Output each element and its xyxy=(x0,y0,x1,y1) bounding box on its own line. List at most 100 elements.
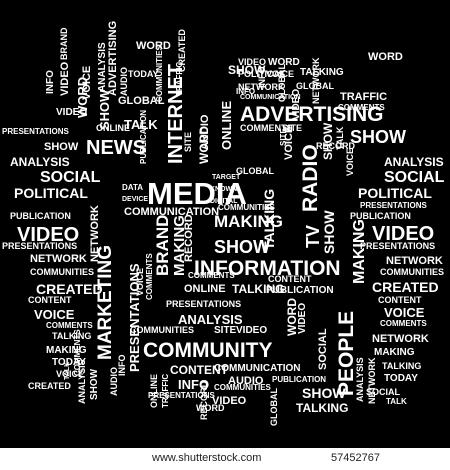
word-global-top: GLOBAL xyxy=(118,95,165,107)
word-talking-right: TALKING xyxy=(382,361,422,371)
word-presentations-right: PRESENTATIONS xyxy=(360,241,436,251)
word-presentations-r2: PRESENTATIONS xyxy=(360,201,427,210)
word-voice-v4: VOICE xyxy=(135,267,145,296)
word-talk-v: TALK xyxy=(335,126,345,150)
word-global-mid: GLOBAL xyxy=(236,166,274,176)
word-global-topright: GLOBAL xyxy=(296,81,334,91)
word-communities-mid2: COMMUNITIES xyxy=(218,203,275,212)
word-presentations-left2: PRESENTATIONS xyxy=(2,241,78,251)
word-created-left2: CREATED xyxy=(28,381,71,391)
word-talking-left: TALKING xyxy=(52,331,92,341)
word-social-low: SOCIAL xyxy=(366,387,401,397)
word-making-left: MAKING xyxy=(46,345,87,356)
word-talk-low: TALK xyxy=(386,397,407,406)
word-record-v: RECORD xyxy=(183,214,195,262)
word-info-v3: INFO xyxy=(117,354,127,377)
word-analysis-v: ANALYSIS xyxy=(97,42,108,92)
word-analysis-left: ANALYSIS xyxy=(10,155,70,169)
word-comments-topright: COMMENTS xyxy=(338,103,385,112)
word-site-v: SITE xyxy=(183,131,193,152)
word-known-mid: KNOWN xyxy=(210,186,238,193)
word-talk-top: TALK xyxy=(124,117,158,132)
word-comments-right: COMMENTS xyxy=(380,319,427,328)
word-video-right: VIDEO xyxy=(372,223,435,245)
word-cloud: MEDIA INFORMATION COMMUNITY ADVERTISING … xyxy=(2,20,445,426)
word-device-mid: DEVICE xyxy=(122,196,149,203)
word-advertising-v: ADVERTISING xyxy=(107,20,119,96)
word-communities-left: COMMUNITIES xyxy=(30,267,94,277)
word-publication-left: PUBLICATION xyxy=(10,211,71,221)
word-talking-low: TALKING xyxy=(296,401,349,415)
word-video-low2: VIDEO xyxy=(236,325,268,336)
word-social-left: SOCIAL xyxy=(40,169,101,186)
word-political-top: POLITICAL xyxy=(238,69,286,79)
word-record-right: RECORD xyxy=(316,141,356,151)
word-publication-mid: PUBLICATION xyxy=(266,285,334,296)
word-online-mid: ONLINE xyxy=(184,283,226,295)
word-comments-left: COMMENTS xyxy=(46,321,93,330)
word-publication-bottom: PUBLICATION xyxy=(272,375,327,384)
word-communication-mid: COMMUNICATION xyxy=(124,206,220,218)
word-making-mid: MAKING xyxy=(214,212,283,231)
word-word-top-right2: WORD xyxy=(268,57,300,68)
word-comments-mid2: COMMENTS xyxy=(188,271,235,280)
watermark-bar: www.shutterstock.com 57452767 xyxy=(0,448,450,470)
word-content-right2: CONTENT xyxy=(268,274,312,284)
word-analysis-v3: ANALYSIS xyxy=(77,359,87,404)
word-created-right: CREATED xyxy=(372,279,439,295)
word-news: NEWS xyxy=(86,137,146,159)
word-network-right: NETWORK xyxy=(386,255,443,267)
word-info-v2: INFO xyxy=(257,66,267,89)
word-publication-v: PUBLICATION xyxy=(139,109,148,164)
word-video-v2: VIDEO xyxy=(291,88,302,120)
word-site-mid: SITE xyxy=(282,123,303,133)
word-voice-v: VOICE xyxy=(81,65,93,100)
word-analysis-mid: ANALYSIS xyxy=(178,312,243,327)
word-video-v3: VIDEO xyxy=(297,302,308,334)
word-site-v2: SITE xyxy=(279,128,288,146)
word-show-v4: SHOW xyxy=(89,368,100,400)
word-talk-v2: TALK xyxy=(64,361,71,380)
word-communities-mid: COMMUNITIES xyxy=(130,325,194,335)
word-video-top: VIDEO xyxy=(238,57,267,67)
word-created-left: CREATED xyxy=(36,281,103,297)
word-online-v: ONLINE xyxy=(219,100,234,150)
word-show-top: SHOW xyxy=(228,63,266,77)
word-video-left: VIDEO xyxy=(17,224,80,246)
word-information: INFORMATION xyxy=(194,257,341,280)
word-content-left: CONTENT xyxy=(28,295,72,305)
word-communication-mid2: COMMUNICATION xyxy=(240,94,301,101)
word-word-bottom: WORD xyxy=(196,403,225,413)
word-talking-mid: TALKING xyxy=(232,282,285,296)
word-today-top: TODAY xyxy=(128,69,159,79)
word-publication-right: PUBLICATION xyxy=(350,211,411,221)
word-target-mid: TARGET xyxy=(212,174,241,181)
word-advertising: ADVERTISING xyxy=(240,103,384,126)
word-communities-bottom: COMMUNITIES xyxy=(214,383,271,392)
word-social-v: SOCIAL xyxy=(317,328,329,370)
word-marketing: MARKETING xyxy=(95,244,116,360)
word-brand: BRAND xyxy=(153,214,172,276)
word-presentations-mid: PRESENTATIONS xyxy=(166,299,242,309)
word-show-v3: SHOW xyxy=(321,210,337,254)
word-community: COMMUNITY xyxy=(143,339,273,362)
word-info-top: INFO xyxy=(236,87,256,96)
word-analysis-v2: ANALYSIS xyxy=(355,357,365,402)
word-online-topleft: ONLINE xyxy=(96,123,131,133)
word-show-mid: SHOW xyxy=(214,237,270,257)
word-network-v3: NETWORK xyxy=(367,357,377,405)
word-political-left: POLITICAL xyxy=(14,185,88,201)
word-audio-low: AUDIO xyxy=(228,375,264,387)
word-social-right: SOCIAL xyxy=(384,169,445,186)
word-voice-right: VOICE xyxy=(384,305,425,320)
word-digital-mid: DIGITAL xyxy=(210,198,238,205)
word-record-v2: RECORD xyxy=(199,380,209,420)
word-site-low: SITE xyxy=(214,325,237,336)
word-communities-v: COMMUNITIES xyxy=(155,45,164,102)
word-video-low: VIDEO xyxy=(212,395,247,407)
word-radio: RADIO xyxy=(299,144,322,212)
word-content-low: CONTENT xyxy=(170,363,228,377)
word-presentations-left: PRESENTATIONS xyxy=(2,127,69,136)
word-content-right: CONTENT xyxy=(378,295,422,305)
